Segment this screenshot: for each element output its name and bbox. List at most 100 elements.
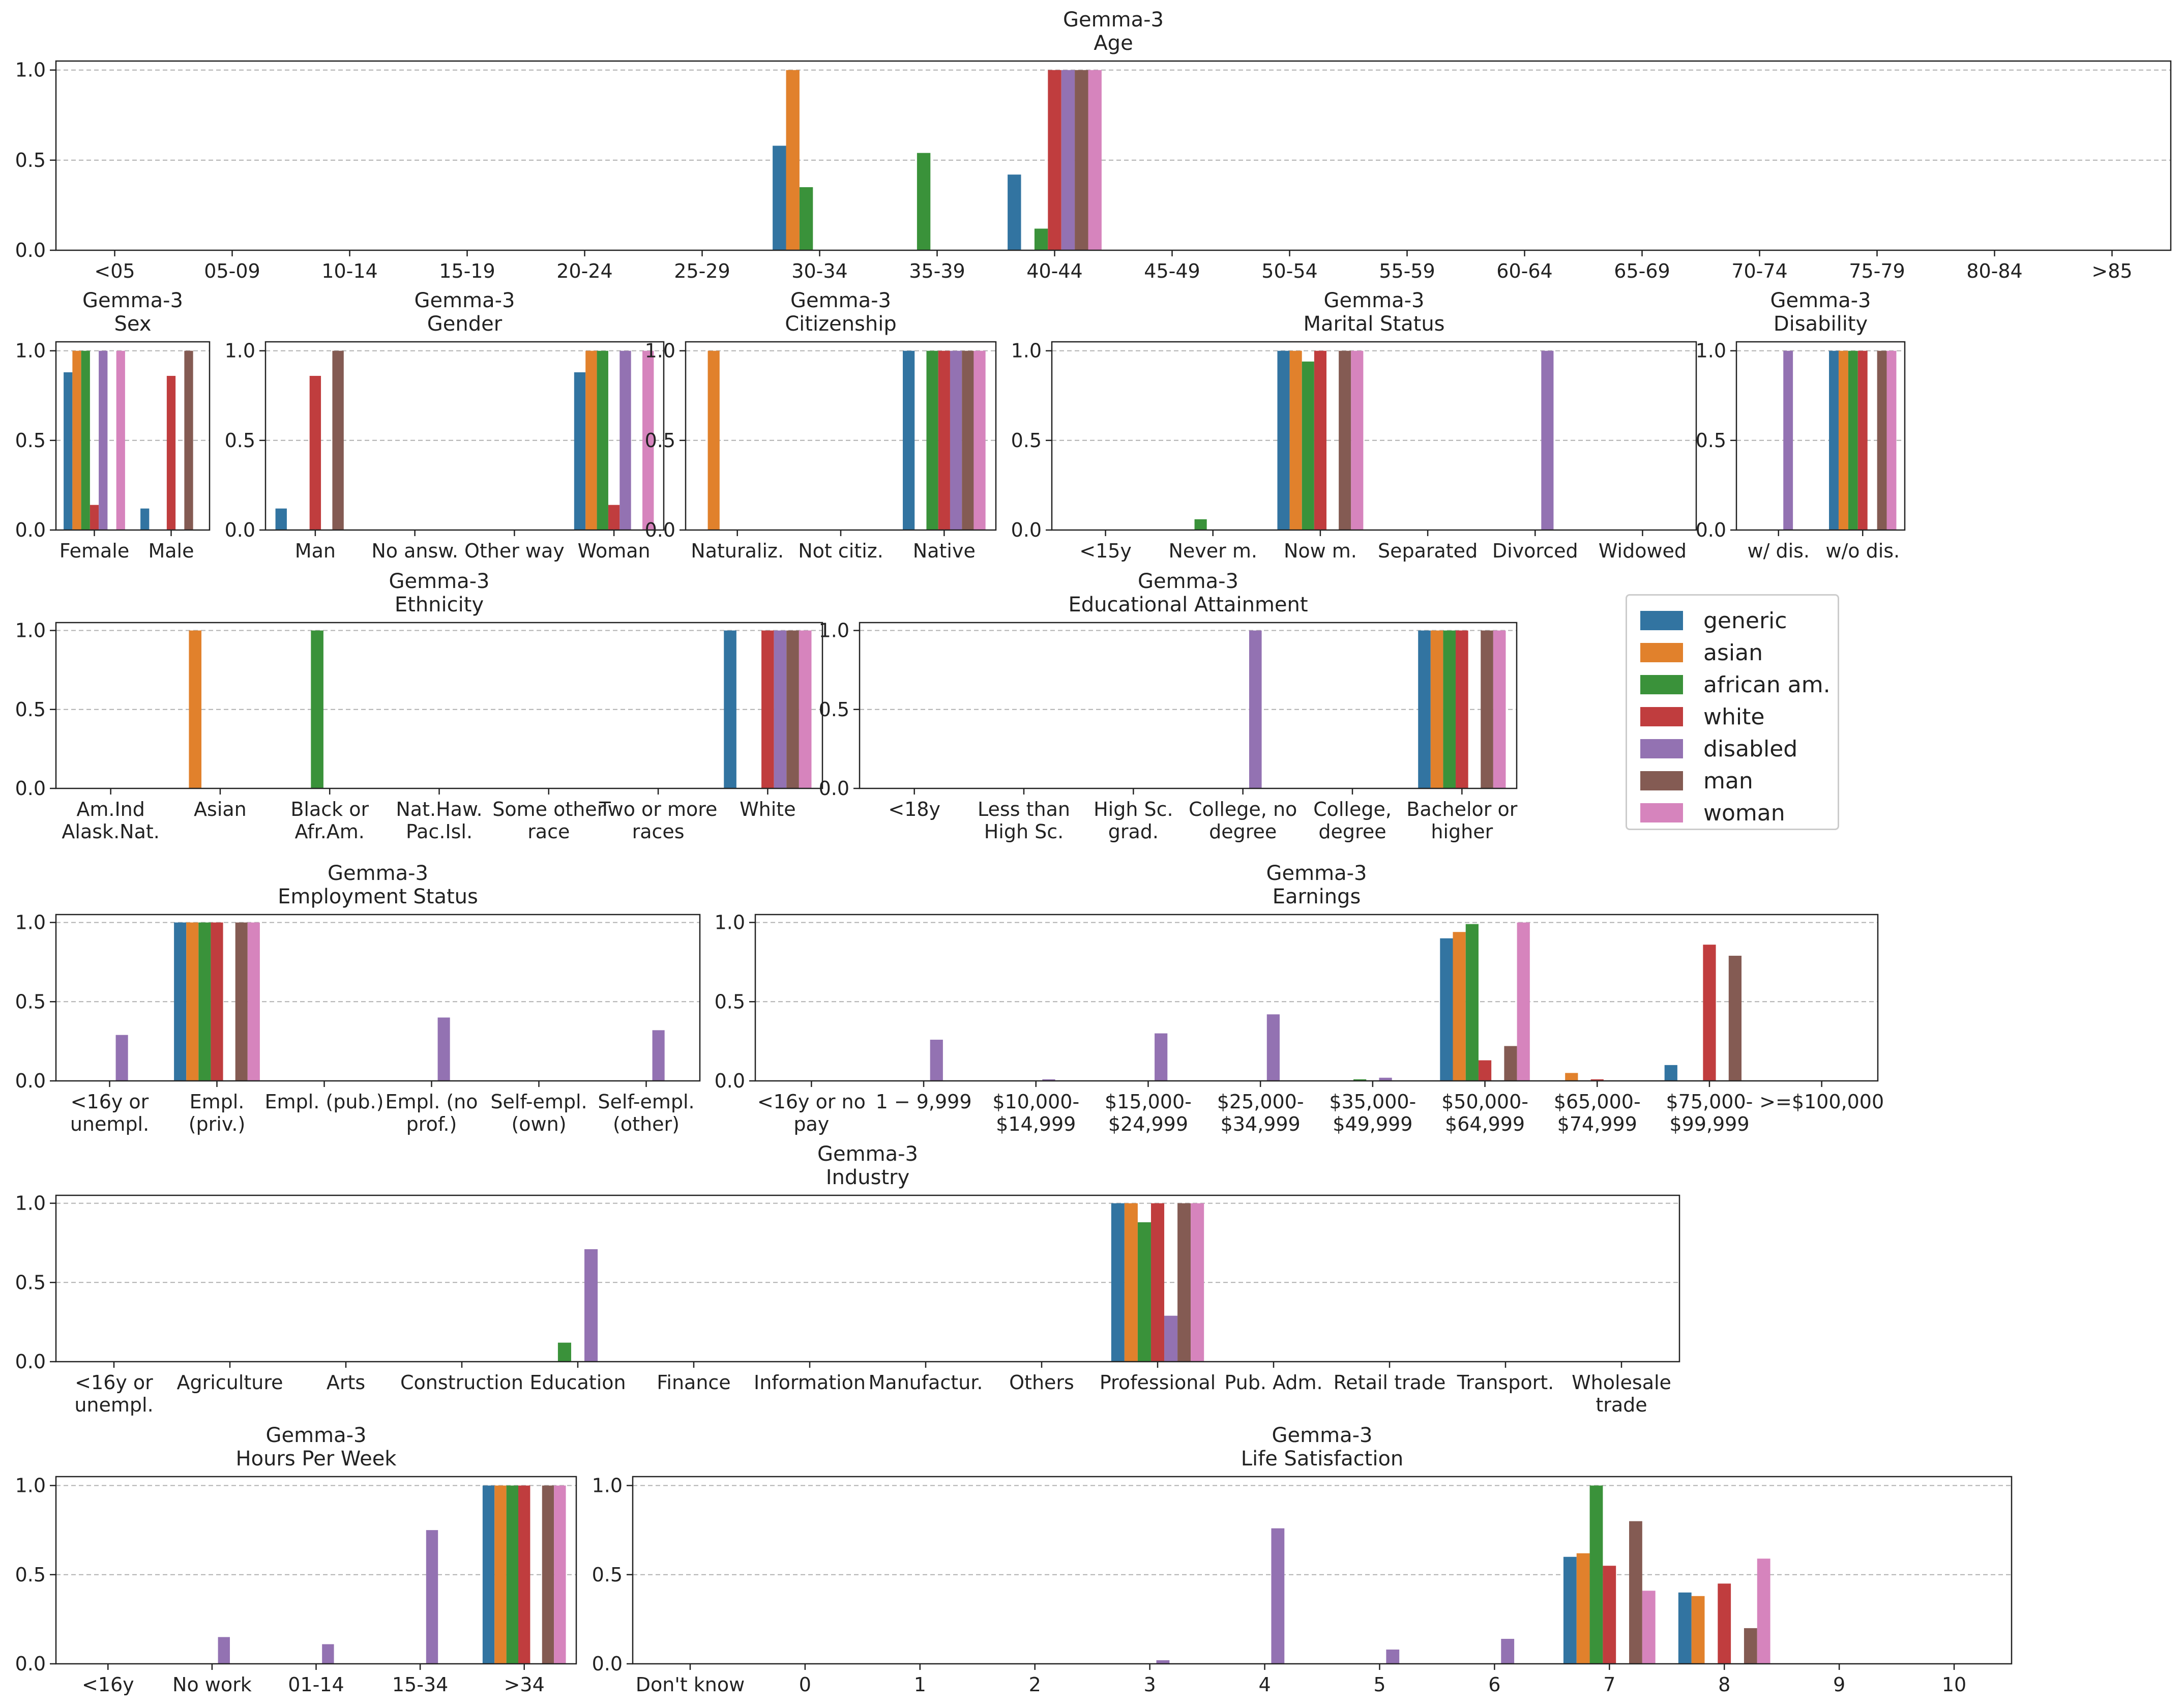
bar-sex-man-1	[184, 350, 193, 530]
x-tick-label: 75-79	[1849, 260, 1905, 282]
bar-age-generic-8	[1008, 174, 1021, 250]
y-tick-label: 0.0	[715, 1070, 745, 1092]
x-tick-label: 15-34	[392, 1673, 448, 1696]
bar-earnings-disabled-5	[1379, 1077, 1392, 1081]
chart-model-title: Gemma-3	[389, 570, 490, 593]
x-tick-label: <16y or unempl.	[74, 1371, 153, 1416]
bar-disability-disabled-0	[1783, 350, 1793, 530]
axes-frame	[55, 1194, 1680, 1363]
x-tick-label: 05-09	[204, 260, 260, 282]
x-tick-label: 4	[1258, 1673, 1271, 1696]
bar-earnings-white-8	[1703, 945, 1716, 1081]
legend-item-man: man	[1640, 766, 1753, 796]
bar-educational-attainment-woman-5	[1493, 630, 1506, 788]
bar-employment-status-asian-1	[186, 922, 199, 1081]
x-tick-label: 45-49	[1144, 260, 1200, 282]
y-tick-label: 1.0	[715, 912, 745, 934]
chart-life-satisfaction: 0.0 0.5 1.0 Don't know 0 1 2 3 4 5 6 7 8 9 10 Gemma-3Li…	[592, 1424, 2013, 1696]
x-tick-label: No answ.	[371, 540, 458, 562]
bar-life-satisfaction-white-8	[1603, 1566, 1616, 1664]
x-tick-label: <15y	[1079, 540, 1132, 562]
bar-employment-status-disabled-3	[437, 1017, 450, 1081]
chart-title: Industry	[826, 1166, 910, 1189]
x-tick-label: Never m.	[1169, 540, 1257, 562]
y-tick-label: 0.0	[1696, 519, 1726, 541]
y-tick-label: 0.5	[715, 990, 745, 1013]
bar-citizenship-generic-2	[903, 350, 915, 530]
y-tick-label: 0.0	[592, 1653, 623, 1675]
y-tick-label: 0.0	[15, 1653, 46, 1675]
x-tick-label: Professional	[1100, 1371, 1216, 1394]
bar-employment-status-man-1	[235, 922, 248, 1081]
bar-marital-status-disabled-4	[1541, 350, 1554, 530]
x-tick-label: $10,000-$14,999	[992, 1091, 1079, 1135]
bar-life-satisfaction-generic-8	[1563, 1556, 1577, 1664]
bar-marital-status-white-2	[1314, 350, 1326, 530]
bar-gender-man-0	[332, 350, 344, 530]
bar-earnings-disabled-2	[1042, 1079, 1055, 1081]
bar-citizenship-african-am-2	[926, 350, 938, 530]
axes-frame	[632, 1476, 2013, 1665]
x-tick-label: Empl. (pub.)	[265, 1091, 384, 1113]
axes-frame	[1051, 341, 1697, 531]
legend-swatch	[1640, 771, 1683, 790]
y-tick-label: 0.5	[1696, 429, 1726, 452]
chart-marital-status: 0.0 0.5 1.0 <15y Never m. Now m. Separated Divo…	[1011, 289, 1697, 562]
legend-swatch	[1640, 739, 1683, 758]
bar-ethnicity-man-6	[786, 630, 799, 788]
y-tick-label: 1.0	[1011, 340, 1042, 362]
bar-gender-asian-3	[585, 350, 597, 530]
bar-marital-status-african-am-1	[1194, 519, 1207, 530]
bar-earnings-woman-6	[1517, 922, 1530, 1081]
y-tick-label: 1.0	[15, 912, 46, 934]
x-tick-label: Agriculture	[177, 1371, 283, 1394]
bar-earnings-disabled-3	[1155, 1033, 1168, 1081]
chart-model-title: Gemma-3	[328, 862, 428, 885]
chart-title: Citizenship	[785, 312, 897, 336]
x-tick-label: Two or more races	[599, 798, 718, 843]
bar-citizenship-white-2	[938, 350, 950, 530]
bar-disability-african-am-1	[1848, 350, 1858, 530]
chart-title: Age	[1094, 32, 1133, 55]
bar-sex-white-0	[90, 505, 99, 530]
y-tick-label: 1.0	[1696, 340, 1726, 362]
chart-model-title: Gemma-3	[1266, 862, 1367, 885]
chart-model-title: Gemma-3	[415, 289, 515, 312]
x-tick-label: 20-24	[556, 260, 612, 282]
bar-sex-disabled-0	[99, 350, 108, 530]
bar-citizenship-disabled-2	[950, 350, 962, 530]
bar-ethnicity-white-6	[761, 630, 774, 788]
x-tick-label: Don't know	[636, 1673, 745, 1696]
chart-model-title: Gemma-3	[1272, 1424, 1373, 1447]
bar-industry-african-am-9	[1137, 1222, 1151, 1362]
x-tick-label: 80-84	[1966, 260, 2022, 282]
bar-employment-status-disabled-5	[652, 1030, 665, 1081]
x-tick-label: $75,000-$99,999	[1666, 1091, 1753, 1135]
bar-age-woman-8	[1088, 70, 1102, 250]
x-tick-label: <16y or unempl.	[70, 1091, 149, 1135]
bar-hours-per-week-asian-4	[494, 1485, 507, 1664]
bar-hours-per-week-woman-4	[554, 1485, 566, 1664]
y-tick-label: 0.5	[15, 429, 46, 452]
x-tick-label: 25-29	[674, 260, 730, 282]
bar-industry-white-9	[1150, 1203, 1165, 1362]
bar-industry-disabled-9	[1164, 1315, 1178, 1362]
bar-marital-status-woman-2	[1351, 350, 1364, 530]
y-tick-label: 0.0	[819, 777, 849, 800]
bar-marital-status-generic-2	[1277, 350, 1290, 530]
chart-disability: 0.0 0.5 1.0 w/ dis. w/o dis. Gemma-3Disabilit…	[1696, 289, 1906, 562]
bar-hours-per-week-african-am-4	[506, 1485, 519, 1664]
chart-educational-attainment: 0.0 0.5 1.0 <18y Less than High Sc. High Sc. gr…	[819, 570, 1518, 843]
x-tick-label: Nat.Haw. Pac.Isl.	[396, 798, 482, 843]
bar-life-satisfaction-african-am-8	[1589, 1485, 1603, 1664]
chart-model-title: Gemma-3	[266, 1424, 367, 1447]
bar-life-satisfaction-disabled-4	[1156, 1660, 1170, 1664]
legend-label: white	[1703, 703, 1765, 730]
bar-marital-status-african-am-2	[1302, 361, 1314, 530]
x-tick-label: Now m.	[1284, 540, 1357, 562]
bar-ethnicity-woman-6	[799, 630, 812, 788]
bar-earnings-disabled-1	[930, 1040, 943, 1081]
x-tick-label: <16y	[82, 1673, 134, 1696]
x-tick-label: Self-empl. (own)	[490, 1091, 587, 1135]
bar-industry-generic-9	[1111, 1203, 1125, 1362]
